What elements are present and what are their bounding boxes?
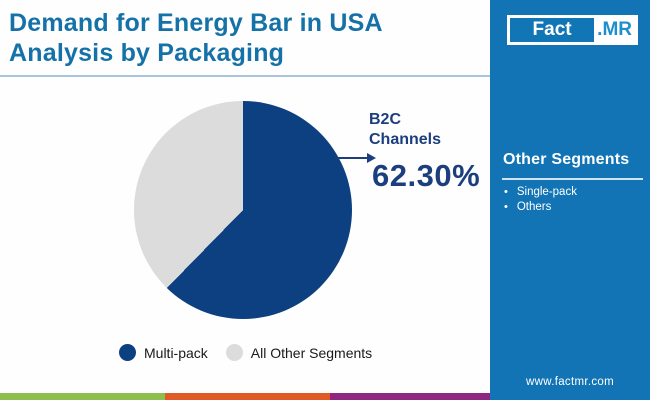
callout-label-line2: Channels xyxy=(369,131,442,148)
factmr-logo: Fact .MR xyxy=(507,15,638,45)
sidebar-divider xyxy=(502,178,643,180)
title-divider xyxy=(0,75,490,77)
sidebar-list: • Single-pack • Others xyxy=(504,185,577,215)
sidebar-heading: Other Segments xyxy=(503,151,630,168)
sidebar: Fact .MR Other Segments • Single-pack • … xyxy=(490,0,650,400)
stripe-orange xyxy=(165,393,330,400)
list-item: • Single-pack xyxy=(504,185,577,200)
website-url: www.factmr.com xyxy=(526,376,614,388)
callout-arrow-head-icon xyxy=(367,153,376,163)
legend-item: All Other Segments xyxy=(225,344,373,361)
page-title: Demand for Energy Bar in USA Analysis by… xyxy=(9,8,383,68)
callout-arrow-line xyxy=(335,157,368,159)
callout-label: B2C Channels xyxy=(369,110,441,150)
bullet-icon: • xyxy=(504,186,508,198)
footer-stripes xyxy=(0,393,490,400)
chart-legend: Multi-pack All Other Segments xyxy=(119,344,372,361)
stripe-green xyxy=(0,393,165,400)
logo-text-fact: Fact xyxy=(510,18,595,42)
stripe-purple xyxy=(330,393,490,400)
list-item-label: Single-pack xyxy=(516,186,577,198)
logo-text-mr: .MR xyxy=(594,18,635,42)
pie-chart xyxy=(134,101,352,319)
legend-swatch-multi-pack xyxy=(119,344,136,361)
chart-panel: Demand for Energy Bar in USA Analysis by… xyxy=(0,8,490,400)
page-title-line2: Analysis by Packaging xyxy=(9,39,285,67)
page-title-line1: Demand for Energy Bar in USA xyxy=(9,9,383,37)
legend-item: Multi-pack xyxy=(119,344,208,361)
callout-label-line1: B2C xyxy=(369,111,402,128)
list-item-label: Others xyxy=(516,201,552,213)
bullet-icon: • xyxy=(504,201,508,213)
list-item: • Others xyxy=(504,200,577,215)
legend-label: All Other Segments xyxy=(250,344,373,361)
callout-value: 62.30% xyxy=(372,158,481,193)
legend-swatch-all-other-segments xyxy=(225,344,243,361)
legend-label: Multi-pack xyxy=(144,344,208,361)
